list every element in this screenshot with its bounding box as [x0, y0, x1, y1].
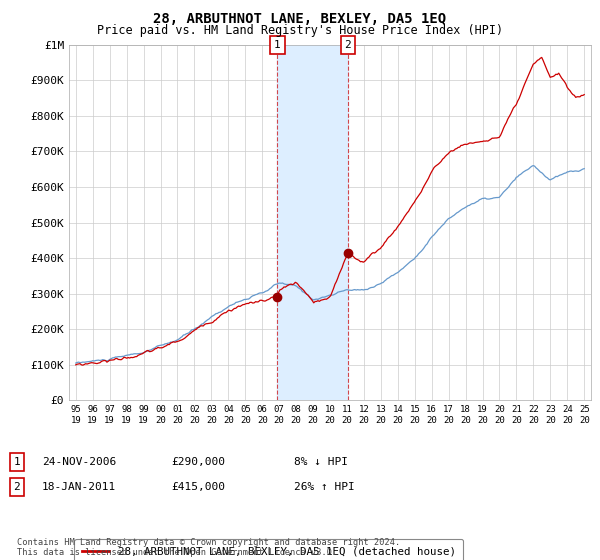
Text: 28, ARBUTHNOT LANE, BEXLEY, DA5 1EQ: 28, ARBUTHNOT LANE, BEXLEY, DA5 1EQ — [154, 12, 446, 26]
Text: 1: 1 — [13, 457, 20, 467]
Text: 2: 2 — [13, 482, 20, 492]
Text: £290,000: £290,000 — [171, 457, 225, 467]
Text: 8% ↓ HPI: 8% ↓ HPI — [294, 457, 348, 467]
Text: 18-JAN-2011: 18-JAN-2011 — [42, 482, 116, 492]
Text: 24-NOV-2006: 24-NOV-2006 — [42, 457, 116, 467]
Text: 1: 1 — [274, 40, 281, 50]
Text: Contains HM Land Registry data © Crown copyright and database right 2024.
This d: Contains HM Land Registry data © Crown c… — [17, 538, 400, 557]
Legend: 28, ARBUTHNOT LANE, BEXLEY, DA5 1EQ (detached house), HPI: Average price, detach: 28, ARBUTHNOT LANE, BEXLEY, DA5 1EQ (det… — [74, 539, 463, 560]
Text: 2: 2 — [344, 40, 351, 50]
Bar — [277, 45, 348, 400]
Text: Price paid vs. HM Land Registry's House Price Index (HPI): Price paid vs. HM Land Registry's House … — [97, 24, 503, 37]
Text: 26% ↑ HPI: 26% ↑ HPI — [294, 482, 355, 492]
Text: £415,000: £415,000 — [171, 482, 225, 492]
